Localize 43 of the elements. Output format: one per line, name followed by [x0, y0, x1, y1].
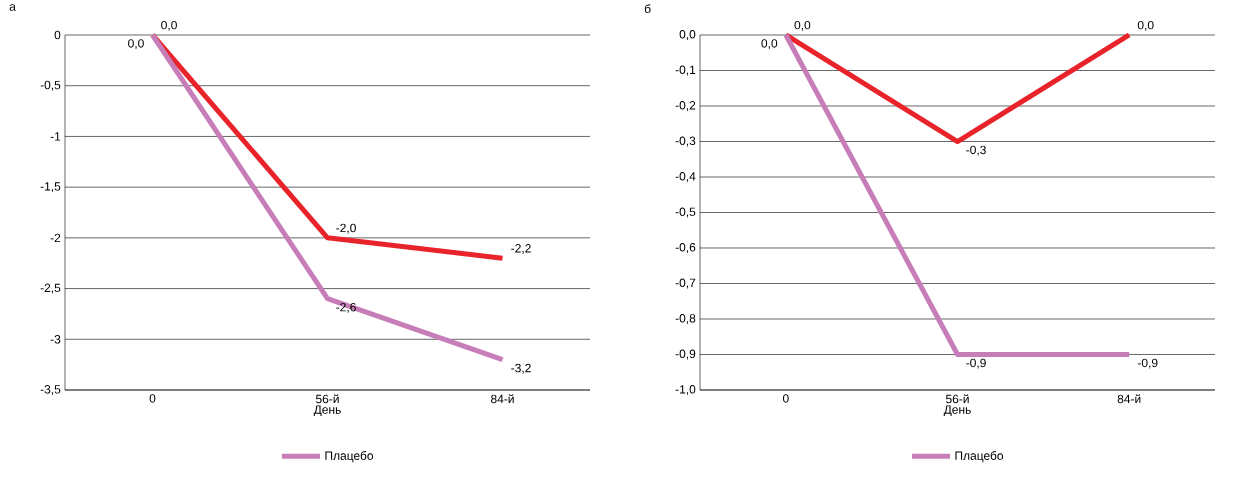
data-label: -0,9 — [966, 358, 986, 369]
y-tick-label: -0,5 — [675, 207, 696, 218]
data-label: -2,0 — [336, 223, 356, 234]
y-tick-label: 0,0 — [679, 30, 696, 40]
legend-label: Плацебо — [325, 451, 374, 463]
y-tick-label: -0,8 — [675, 314, 696, 324]
y-tick-label: -0,7 — [675, 278, 696, 289]
x-tick-label: 56-й — [315, 394, 339, 404]
x-tick-label: 0 — [782, 394, 789, 403]
data-label: -0,9 — [1137, 358, 1158, 369]
y-tick-label: -3,5 — [40, 385, 61, 395]
legend-label: Плацебо — [955, 451, 1004, 463]
data-label: -0,3 — [966, 145, 986, 156]
data-label: 0,0 — [794, 20, 811, 31]
data-label: 0,0 — [1137, 20, 1154, 31]
x-tick-label: 0 — [149, 394, 156, 403]
x-axis-title: День — [313, 405, 341, 417]
y-tick-label: -0,4 — [675, 172, 696, 182]
y-tick-label: -0,1 — [675, 65, 696, 76]
y-tick-label: 0 — [54, 30, 61, 40]
y-tick-label: -2 — [50, 233, 61, 243]
y-tick-label: -0,2 — [675, 101, 696, 111]
y-tick-label: -0,9 — [675, 349, 696, 360]
y-tick-label: -0,3 — [675, 136, 696, 147]
chart-title: а — [9, 4, 16, 11]
data-label: 0,0 — [761, 39, 778, 50]
data-label: -2,2 — [511, 244, 531, 254]
x-tick-label: 56-й — [945, 394, 969, 404]
data-label: 0,0 — [128, 39, 144, 50]
y-tick-label: -1,0 — [675, 385, 696, 395]
y-tick-label: -1,5 — [40, 182, 61, 193]
y-tick-label: -1 — [50, 132, 61, 141]
y-tick-label: -2,5 — [40, 283, 61, 294]
data-label: -3,2 — [511, 363, 531, 374]
y-tick-label: -3 — [50, 335, 61, 344]
x-tick-label: 84-й — [491, 394, 514, 404]
data-label: 0,0 — [161, 20, 177, 31]
x-axis-title: День — [943, 405, 971, 417]
x-tick-label: 84-й — [1117, 394, 1141, 404]
y-tick-label: -0,5 — [40, 80, 61, 91]
data-label: -2,6 — [336, 302, 356, 313]
chart-title: б — [644, 4, 651, 14]
y-tick-label: -0,6 — [675, 243, 696, 253]
